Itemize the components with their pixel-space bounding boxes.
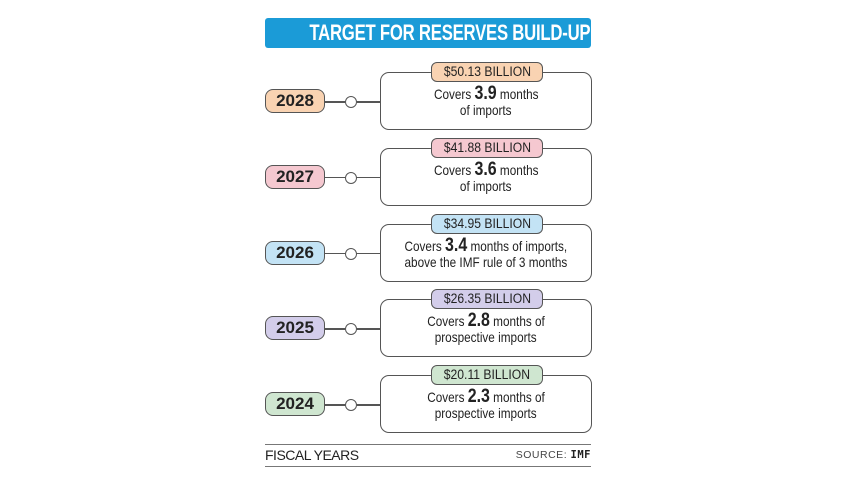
year-pill: 2024 — [265, 392, 325, 417]
connector-line — [357, 101, 380, 103]
imports-text: prospective imports — [435, 405, 537, 422]
box-line-1-text: Covers 3.6 months — [433, 158, 539, 180]
timeline-node-icon — [345, 247, 357, 260]
year-pill: 2028 — [265, 89, 325, 113]
connector-line — [325, 328, 345, 330]
months-value: 2.3 — [467, 386, 490, 408]
connector-line — [325, 404, 345, 406]
box-line-1: Covers 2.8 months of — [381, 310, 591, 332]
connector-line — [357, 328, 380, 330]
year-pill: 2025 — [265, 316, 325, 341]
amount-badge: $20.11 BILLION — [431, 365, 543, 386]
months-value: 2.8 — [467, 310, 490, 332]
amount-text: $20.11 BILLION — [443, 367, 531, 383]
box-line-1: Covers 2.3 months of — [381, 386, 591, 408]
footer: FISCAL YEARS SOURCE: IMF — [265, 444, 591, 467]
imports-text: prospective imports — [435, 329, 537, 346]
box-line-1: Covers 3.9 months — [381, 83, 591, 104]
year-pill: 2026 — [265, 240, 325, 265]
timeline-node-icon — [345, 171, 357, 184]
amount-text: $50.13 BILLION — [443, 64, 531, 79]
amount-badge: $41.88 BILLION — [431, 137, 543, 158]
box-line-2: above the IMF rule of 3 months — [381, 254, 591, 270]
box-line-2: prospective imports — [381, 329, 591, 345]
covers-text: Covers — [427, 313, 468, 330]
box-line-1: Covers 3.4 months of imports, — [381, 234, 591, 256]
box-line-1: Covers 3.6 months — [381, 158, 591, 180]
months-text: months — [496, 86, 539, 102]
amount-text: $34.95 BILLION — [443, 215, 531, 231]
amount-badge: $26.35 BILLION — [431, 289, 543, 310]
covers-text: Covers — [404, 237, 446, 254]
source-credit: SOURCE: IMF — [516, 449, 591, 461]
box-line-1-text: Covers 2.3 months of — [427, 386, 545, 408]
months-value: 3.4 — [445, 234, 468, 256]
year-pill: 2027 — [265, 164, 325, 189]
box-line-2: of imports — [381, 102, 591, 118]
imports-text: above the IMF rule of 3 months — [404, 253, 568, 270]
months-text: months — [496, 161, 539, 178]
covers-text: Covers — [433, 86, 475, 102]
box-line-1-text: Covers 3.4 months of imports, — [404, 234, 568, 256]
source-name: IMF — [570, 449, 591, 461]
covers-text: Covers — [427, 389, 468, 406]
months-text: months of — [489, 389, 545, 406]
imports-text: of imports — [460, 102, 512, 118]
timeline-node-icon — [345, 96, 357, 108]
months-value: 3.6 — [474, 158, 497, 180]
box-line-2: prospective imports — [381, 405, 591, 421]
connector-line — [357, 176, 380, 179]
timeline-node-icon — [345, 323, 357, 336]
box-line-2: of imports — [381, 178, 591, 194]
amount-badge: $50.13 BILLION — [431, 62, 543, 82]
infographic-title: TARGET FOR RESERVES BUILD-UP — [309, 20, 591, 45]
months-text: months of — [489, 313, 545, 330]
imports-text: of imports — [460, 177, 512, 194]
box-line-1-text: Covers 2.8 months of — [427, 310, 545, 332]
infographic-title-bar: TARGET FOR RESERVES BUILD-UP — [265, 18, 591, 48]
connector-line — [357, 404, 380, 406]
amount-badge: $34.95 BILLION — [431, 213, 543, 234]
target-box: Covers 3.4 months of imports, above the … — [380, 223, 592, 282]
covers-text: Covers — [433, 161, 475, 178]
amount-text: $41.88 BILLION — [443, 139, 531, 155]
timeline-node-icon — [345, 399, 357, 412]
fiscal-years-label: FISCAL YEARS — [265, 447, 359, 463]
box-line-1-text: Covers 3.9 months — [433, 83, 539, 104]
months-text: months of imports, — [467, 237, 568, 254]
connector-line — [325, 252, 345, 255]
connector-line — [357, 252, 380, 255]
connector-line — [325, 101, 345, 103]
connector-line — [325, 176, 345, 179]
source-label: SOURCE: — [515, 449, 571, 461]
months-value: 3.9 — [474, 83, 497, 104]
amount-text: $26.35 BILLION — [443, 291, 531, 307]
